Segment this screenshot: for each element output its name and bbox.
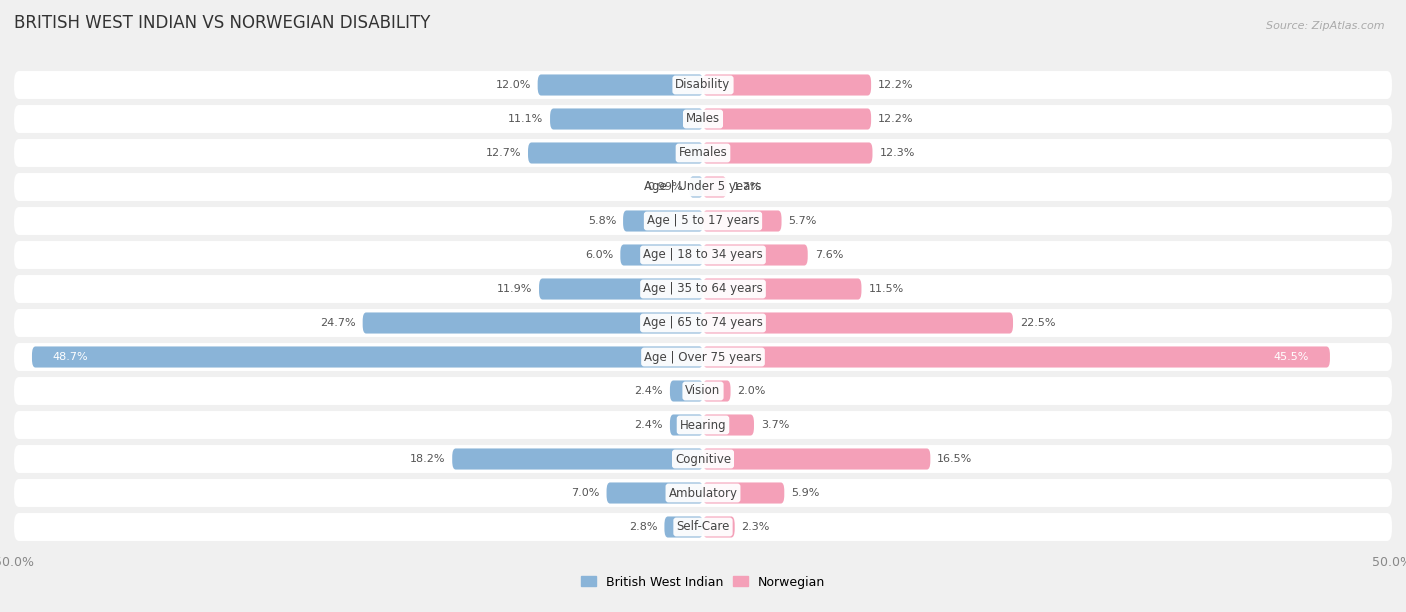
FancyBboxPatch shape [703, 75, 872, 95]
Text: 12.2%: 12.2% [877, 80, 914, 90]
FancyBboxPatch shape [669, 381, 703, 401]
FancyBboxPatch shape [14, 377, 1392, 405]
Text: 11.9%: 11.9% [496, 284, 531, 294]
FancyBboxPatch shape [703, 381, 731, 401]
FancyBboxPatch shape [703, 313, 1012, 334]
FancyBboxPatch shape [703, 108, 872, 130]
Text: 2.0%: 2.0% [738, 386, 766, 396]
FancyBboxPatch shape [703, 449, 931, 469]
Text: Age | 65 to 74 years: Age | 65 to 74 years [643, 316, 763, 329]
FancyBboxPatch shape [703, 517, 735, 537]
Text: 18.2%: 18.2% [409, 454, 446, 464]
Text: 2.3%: 2.3% [741, 522, 770, 532]
FancyBboxPatch shape [703, 143, 873, 163]
Text: BRITISH WEST INDIAN VS NORWEGIAN DISABILITY: BRITISH WEST INDIAN VS NORWEGIAN DISABIL… [14, 14, 430, 32]
Text: 24.7%: 24.7% [321, 318, 356, 328]
FancyBboxPatch shape [703, 414, 754, 436]
Text: 12.0%: 12.0% [495, 80, 531, 90]
FancyBboxPatch shape [703, 176, 727, 198]
Text: 45.5%: 45.5% [1274, 352, 1309, 362]
Text: Disability: Disability [675, 78, 731, 92]
Text: 0.99%: 0.99% [647, 182, 682, 192]
FancyBboxPatch shape [14, 105, 1392, 133]
FancyBboxPatch shape [453, 449, 703, 469]
FancyBboxPatch shape [14, 479, 1392, 507]
Text: Age | Under 5 years: Age | Under 5 years [644, 181, 762, 193]
FancyBboxPatch shape [14, 411, 1392, 439]
Text: Age | 5 to 17 years: Age | 5 to 17 years [647, 214, 759, 228]
FancyBboxPatch shape [620, 244, 703, 266]
Text: Ambulatory: Ambulatory [668, 487, 738, 499]
Legend: British West Indian, Norwegian: British West Indian, Norwegian [575, 570, 831, 594]
FancyBboxPatch shape [703, 211, 782, 231]
Text: 22.5%: 22.5% [1019, 318, 1056, 328]
Text: 12.2%: 12.2% [877, 114, 914, 124]
Text: 2.4%: 2.4% [634, 386, 664, 396]
Text: 2.8%: 2.8% [628, 522, 658, 532]
FancyBboxPatch shape [703, 482, 785, 504]
FancyBboxPatch shape [538, 278, 703, 299]
FancyBboxPatch shape [14, 241, 1392, 269]
Text: Self-Care: Self-Care [676, 520, 730, 534]
Text: 12.3%: 12.3% [879, 148, 915, 158]
FancyBboxPatch shape [14, 513, 1392, 541]
FancyBboxPatch shape [606, 482, 703, 504]
Text: 11.5%: 11.5% [869, 284, 904, 294]
FancyBboxPatch shape [550, 108, 703, 130]
FancyBboxPatch shape [14, 445, 1392, 473]
Text: 16.5%: 16.5% [938, 454, 973, 464]
Text: Age | 18 to 34 years: Age | 18 to 34 years [643, 248, 763, 261]
FancyBboxPatch shape [703, 244, 807, 266]
Text: Females: Females [679, 146, 727, 160]
FancyBboxPatch shape [14, 139, 1392, 167]
Text: 5.9%: 5.9% [792, 488, 820, 498]
FancyBboxPatch shape [14, 343, 1392, 371]
FancyBboxPatch shape [689, 176, 703, 198]
Text: 12.7%: 12.7% [485, 148, 522, 158]
FancyBboxPatch shape [14, 71, 1392, 99]
FancyBboxPatch shape [14, 275, 1392, 303]
Text: Age | Over 75 years: Age | Over 75 years [644, 351, 762, 364]
Text: Males: Males [686, 113, 720, 125]
FancyBboxPatch shape [363, 313, 703, 334]
FancyBboxPatch shape [529, 143, 703, 163]
Text: 11.1%: 11.1% [508, 114, 543, 124]
FancyBboxPatch shape [703, 278, 862, 299]
Text: Hearing: Hearing [679, 419, 727, 431]
FancyBboxPatch shape [623, 211, 703, 231]
FancyBboxPatch shape [32, 346, 703, 368]
Text: 7.0%: 7.0% [571, 488, 599, 498]
FancyBboxPatch shape [665, 517, 703, 537]
Text: 48.7%: 48.7% [52, 352, 89, 362]
Text: 5.7%: 5.7% [789, 216, 817, 226]
FancyBboxPatch shape [537, 75, 703, 95]
Text: 5.8%: 5.8% [588, 216, 616, 226]
Text: 7.6%: 7.6% [814, 250, 844, 260]
Text: Age | 35 to 64 years: Age | 35 to 64 years [643, 283, 763, 296]
FancyBboxPatch shape [14, 173, 1392, 201]
Text: 3.7%: 3.7% [761, 420, 789, 430]
Text: Source: ZipAtlas.com: Source: ZipAtlas.com [1267, 21, 1385, 31]
FancyBboxPatch shape [669, 414, 703, 436]
FancyBboxPatch shape [14, 309, 1392, 337]
FancyBboxPatch shape [703, 346, 1330, 368]
Text: Cognitive: Cognitive [675, 452, 731, 466]
FancyBboxPatch shape [14, 207, 1392, 235]
Text: 1.7%: 1.7% [734, 182, 762, 192]
Text: 2.4%: 2.4% [634, 420, 664, 430]
Text: 6.0%: 6.0% [585, 250, 613, 260]
Text: Vision: Vision [685, 384, 721, 398]
